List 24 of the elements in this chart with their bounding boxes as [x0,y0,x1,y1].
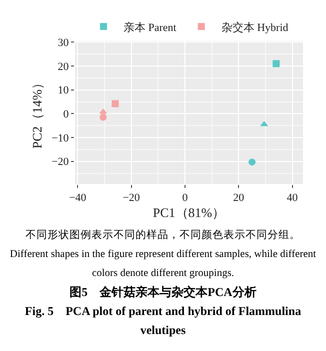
text: Fig. 5 PCA plot of parent and hybrid of Flammulina velutipes [24,303,302,339]
x-tick-label: 40 [286,192,298,204]
text: 不同形状图例表示不同的样品，不同颜色表示不同分组。 [24,228,302,243]
y-tick-label: 10 [58,84,70,97]
x-tick-label: −20 [122,192,140,204]
text: 图5 金针菇亲本与杂交本PCA分析 [68,284,258,301]
point [260,120,268,126]
x-tick-label: −40 [69,192,87,204]
point [112,100,119,108]
point [272,60,280,68]
y-tick-label: 20 [58,60,70,73]
x-axis-title: PC1（81%） [152,204,226,220]
x-tick-label: 20 [233,192,245,204]
y-tick-label: −20 [52,156,70,168]
point [100,114,107,121]
text: Different shapes in the figure represent different samples, while different colors denote different groupings. [8,248,318,281]
x-tick-label: 0 [182,192,188,204]
y-axis-title: PC2（14%） [30,76,45,149]
y-tick-label: 30 [58,37,70,50]
legend-label: 亲本 Parent [124,20,176,34]
y-tick-label: 0 [63,108,70,121]
legend-label: 杂交本 Hybrid [221,20,289,34]
y-tick-label: −10 [52,132,70,144]
point [248,158,256,166]
